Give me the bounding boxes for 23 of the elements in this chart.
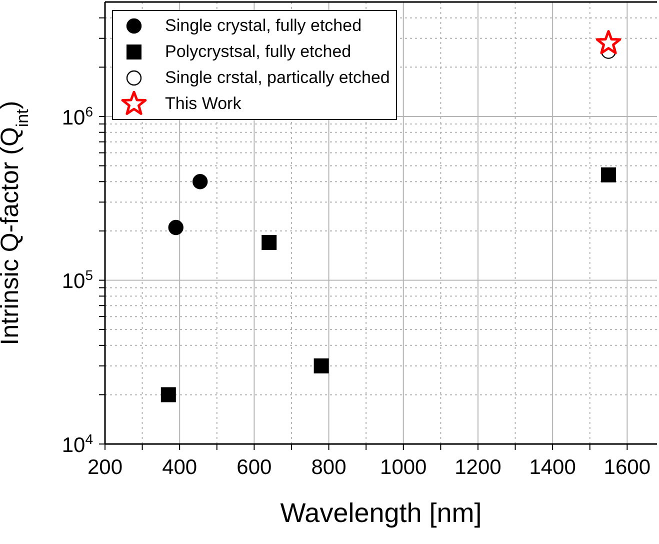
x-tick-label: 1200: [454, 456, 502, 479]
x-axis-title: Wavelength [nm]: [280, 498, 482, 528]
x-tick-label: 800: [311, 456, 346, 479]
legend-label: Single crstal, partically etched: [165, 68, 390, 88]
legend-label: Polycrystsal, fully etched: [165, 42, 352, 62]
point: [314, 358, 329, 374]
legend-label: Single crystal, fully etched: [165, 16, 362, 36]
y-tick-label: 10$^{6}$: [62, 103, 94, 130]
legend-label: This Work: [165, 94, 242, 114]
point: [192, 174, 208, 190]
y-tick-label: 10$^{5}$: [62, 267, 94, 294]
x-tick-label: 200: [87, 456, 123, 479]
y-tick-label: 10$^{4}$: [62, 431, 94, 457]
x-tick-label: 1400: [529, 456, 576, 479]
point: [596, 30, 622, 54]
x-tick-label: 1000: [380, 456, 427, 479]
x-tick-label: 400: [162, 456, 198, 479]
x-tick-label: 600: [236, 456, 272, 479]
point: [601, 167, 616, 182]
x-tick-label: 1600: [604, 456, 651, 479]
point: [168, 220, 184, 236]
point: [262, 234, 277, 250]
point: [160, 387, 176, 402]
